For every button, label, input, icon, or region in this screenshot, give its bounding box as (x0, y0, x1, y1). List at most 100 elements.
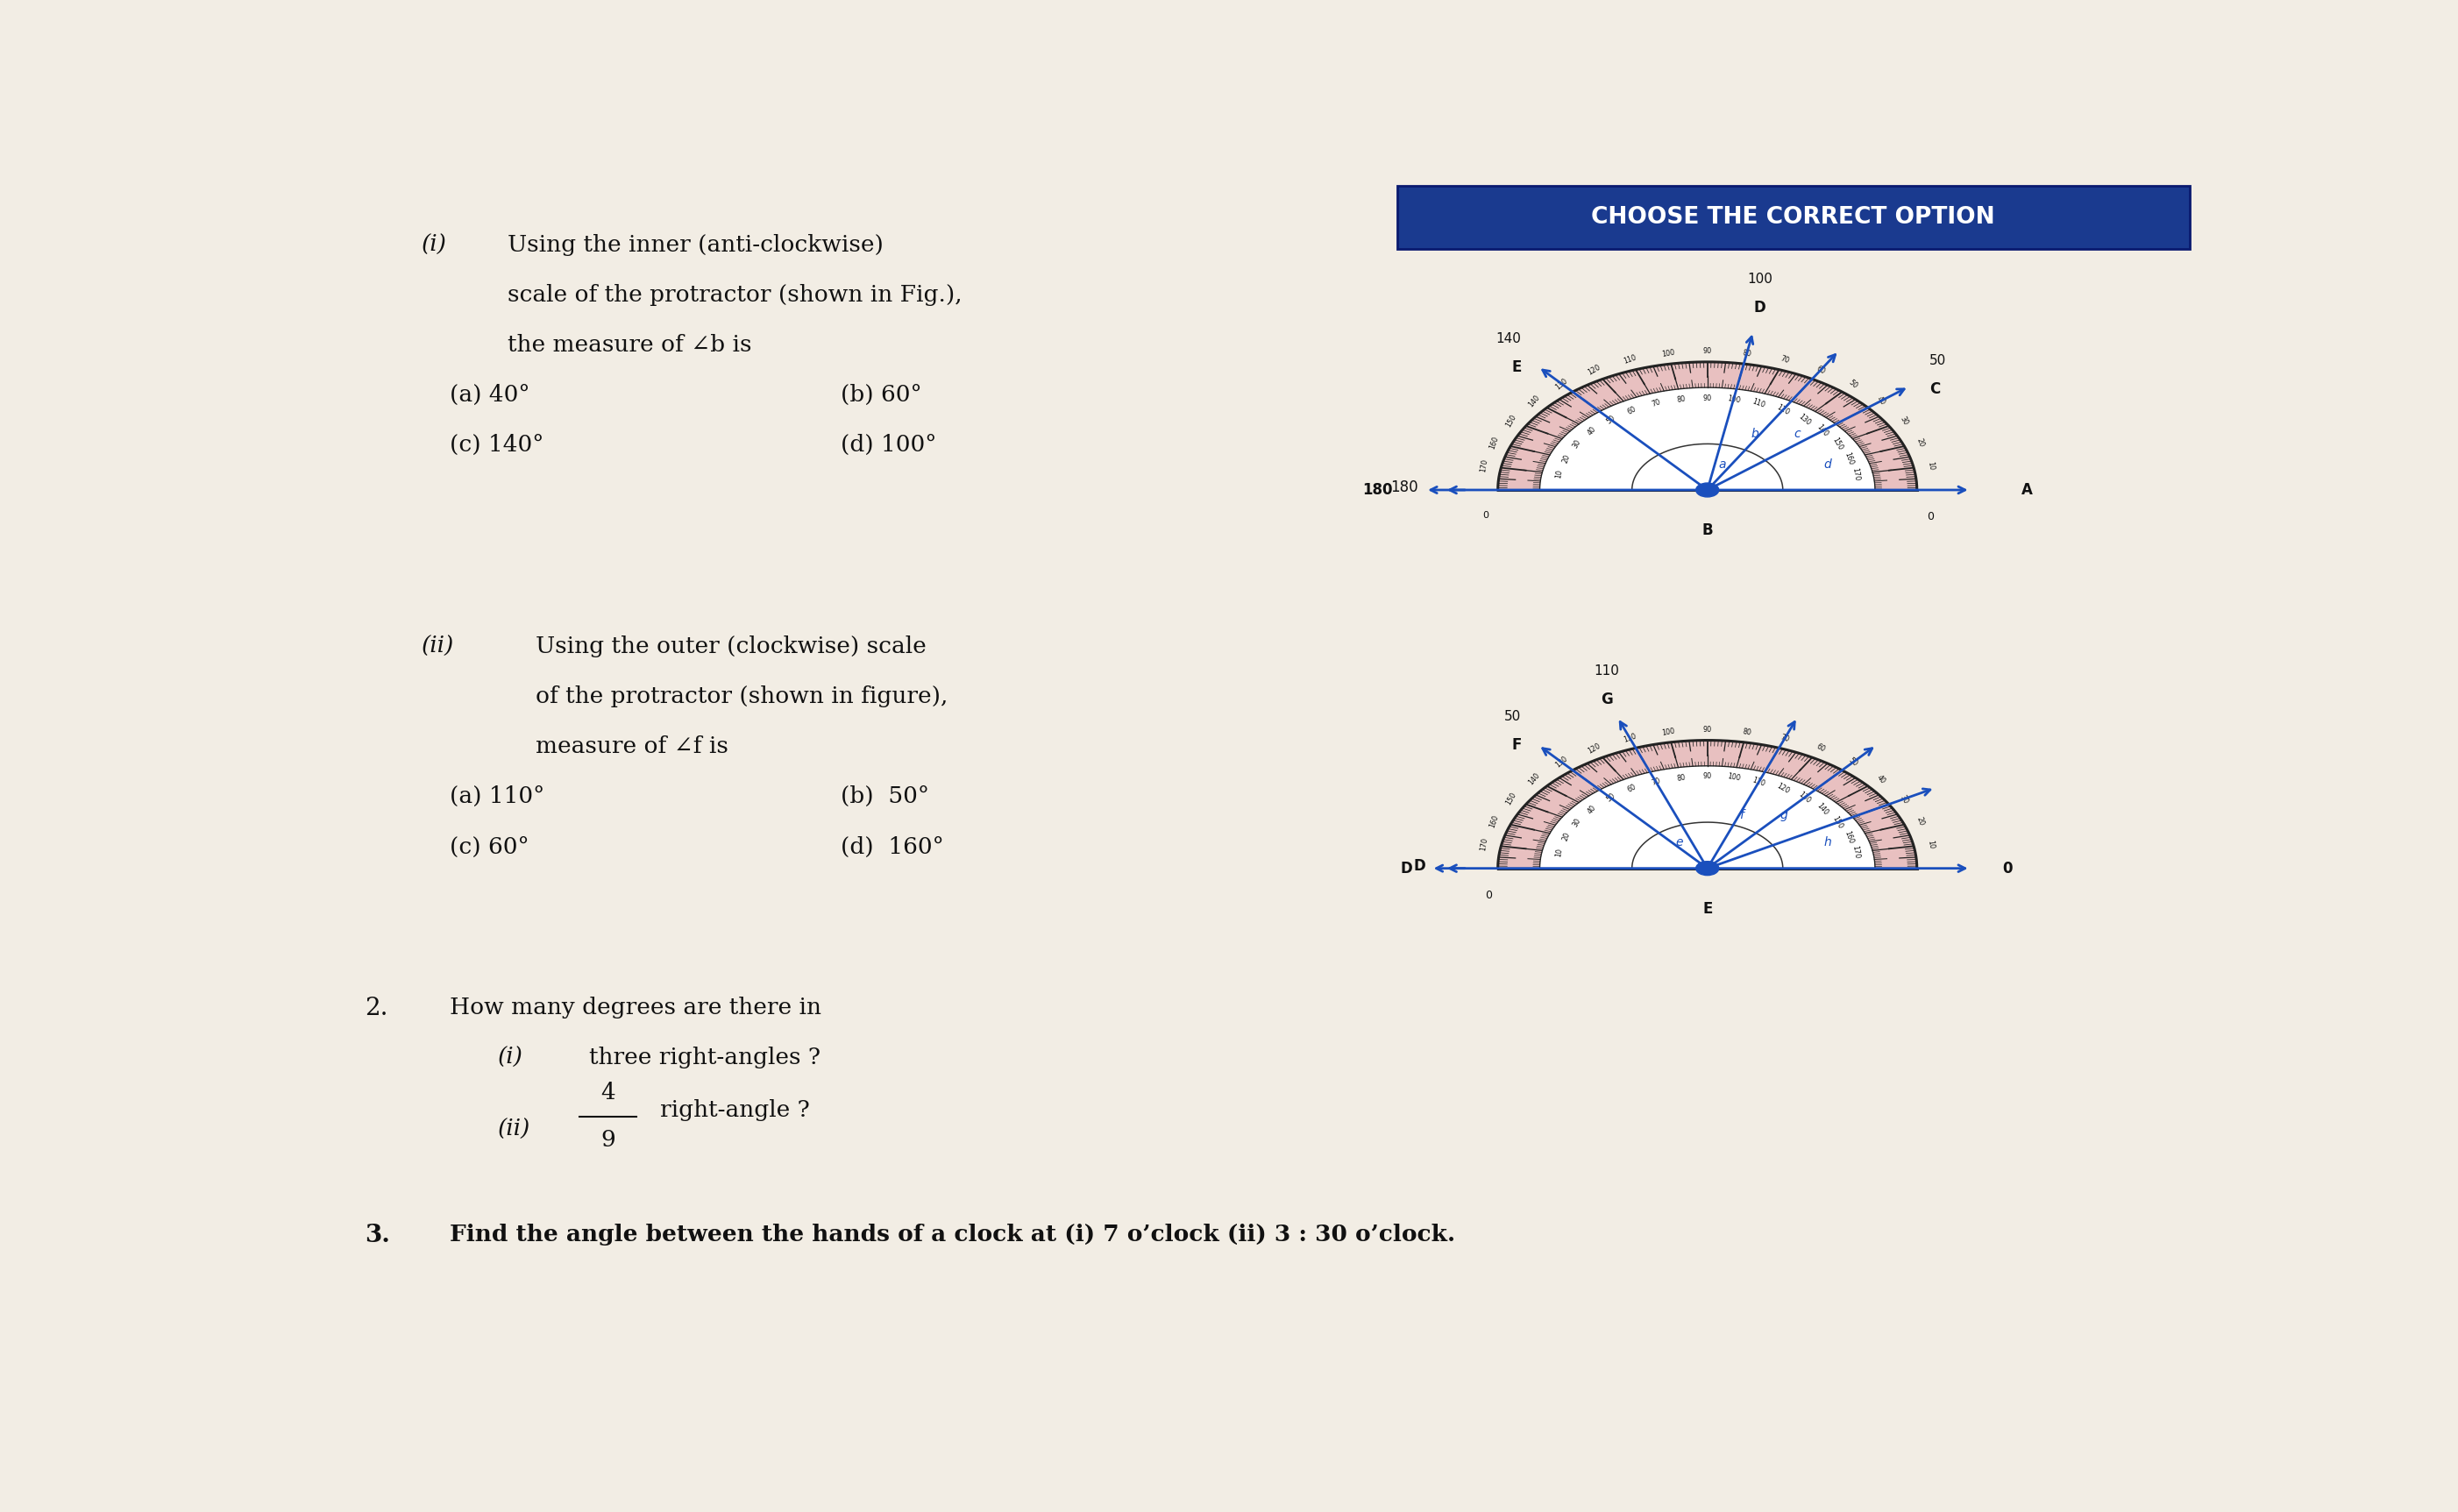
Text: 130: 130 (1553, 376, 1568, 392)
Text: (ii): (ii) (423, 635, 455, 658)
Text: 30: 30 (1571, 816, 1583, 829)
Text: B: B (1701, 523, 1713, 538)
Text: 50: 50 (1930, 354, 1947, 367)
Text: the measure of ∠b is: the measure of ∠b is (506, 334, 752, 355)
Text: 9: 9 (600, 1129, 614, 1151)
Text: (ii): (ii) (497, 1119, 531, 1140)
Text: 80: 80 (1743, 349, 1753, 358)
Text: 130: 130 (1797, 413, 1812, 426)
Text: E: E (1512, 358, 1522, 375)
FancyBboxPatch shape (1396, 186, 2190, 249)
Text: 140: 140 (1816, 423, 1829, 438)
Text: 170: 170 (1851, 845, 1861, 860)
Text: 170: 170 (1480, 838, 1490, 851)
Text: 20: 20 (1915, 437, 1925, 448)
Text: 140: 140 (1816, 801, 1829, 816)
Polygon shape (1497, 361, 1917, 490)
Text: F: F (1512, 738, 1522, 753)
Text: 50: 50 (1605, 414, 1617, 425)
Text: 180: 180 (1391, 479, 1418, 496)
Text: 30: 30 (1571, 438, 1583, 449)
Text: d: d (1824, 458, 1831, 470)
Text: 160: 160 (1844, 830, 1856, 844)
Text: 150: 150 (1504, 413, 1517, 428)
Text: 110: 110 (1753, 398, 1767, 410)
Text: (d)  160°: (d) 160° (841, 836, 944, 857)
Text: 3.: 3. (364, 1223, 391, 1247)
Text: 0: 0 (1927, 511, 1934, 522)
Text: 70: 70 (1780, 354, 1789, 364)
Text: 110: 110 (1622, 732, 1637, 744)
Text: 130: 130 (1797, 791, 1812, 804)
Text: 60: 60 (1814, 742, 1826, 754)
Text: 20: 20 (1915, 815, 1925, 827)
Text: 120: 120 (1585, 741, 1603, 754)
Text: G: G (1600, 692, 1612, 708)
Text: 160: 160 (1844, 451, 1856, 466)
Text: (b) 60°: (b) 60° (841, 384, 922, 405)
Text: 80: 80 (1743, 727, 1753, 736)
Text: (d) 100°: (d) 100° (841, 434, 936, 457)
Text: 30: 30 (1898, 414, 1910, 426)
Text: 60: 60 (1627, 783, 1637, 794)
Text: C: C (1930, 381, 1939, 396)
Text: 100: 100 (1726, 773, 1740, 783)
Text: 40: 40 (1875, 774, 1888, 785)
Text: scale of the protractor (shown in Fig.),: scale of the protractor (shown in Fig.), (506, 284, 961, 305)
Text: (i): (i) (497, 1046, 524, 1069)
Text: e: e (1674, 836, 1684, 848)
Text: (c) 60°: (c) 60° (450, 836, 528, 857)
Polygon shape (1632, 823, 1782, 868)
Text: 80: 80 (1676, 773, 1686, 782)
Text: CHOOSE THE CORRECT OPTION: CHOOSE THE CORRECT OPTION (1590, 206, 1996, 228)
Text: 80: 80 (1676, 395, 1686, 404)
Text: (a) 40°: (a) 40° (450, 384, 531, 405)
Text: 90: 90 (1703, 773, 1711, 780)
Text: 10: 10 (1553, 469, 1563, 479)
Text: h: h (1824, 836, 1831, 848)
Text: 10: 10 (1553, 847, 1563, 857)
Text: (i): (i) (423, 234, 447, 256)
Text: 110: 110 (1622, 354, 1637, 366)
Text: right-angle ?: right-angle ? (659, 1099, 809, 1122)
Text: 0: 0 (1482, 511, 1487, 520)
Text: f: f (1740, 809, 1743, 821)
Text: 140: 140 (1497, 333, 1522, 345)
Text: How many degrees are there in: How many degrees are there in (450, 996, 821, 1018)
Text: 40: 40 (1875, 395, 1888, 407)
Text: E: E (1703, 901, 1713, 916)
Text: 110: 110 (1593, 665, 1620, 677)
Text: 70: 70 (1780, 733, 1789, 744)
Text: 150: 150 (1504, 791, 1517, 807)
Text: of the protractor (shown in figure),: of the protractor (shown in figure), (536, 685, 949, 708)
Text: 90: 90 (1703, 395, 1711, 402)
Text: (c) 140°: (c) 140° (450, 434, 543, 457)
Text: 100: 100 (1662, 727, 1676, 736)
Text: Using the outer (clockwise) scale: Using the outer (clockwise) scale (536, 635, 927, 658)
Text: 160: 160 (1490, 435, 1499, 451)
Text: Find the angle between the hands of a clock at (i) 7 o’clock (ii) 3 : 30 o’clock: Find the angle between the hands of a cl… (450, 1223, 1455, 1246)
Text: 170: 170 (1480, 458, 1490, 473)
Text: 4: 4 (600, 1081, 614, 1104)
Text: D: D (1401, 860, 1411, 877)
Text: (a) 110°: (a) 110° (450, 786, 546, 807)
Text: 50: 50 (1504, 711, 1522, 723)
Text: 150: 150 (1831, 815, 1844, 830)
Text: three right-angles ?: three right-angles ? (590, 1046, 821, 1069)
Text: 150: 150 (1831, 437, 1844, 452)
Text: (b)  50°: (b) 50° (841, 786, 929, 807)
Text: 0: 0 (1485, 889, 1492, 901)
Text: 20: 20 (1561, 454, 1571, 464)
Text: 130: 130 (1553, 754, 1568, 770)
Text: D: D (1413, 859, 1426, 874)
Text: 120: 120 (1585, 363, 1603, 376)
Text: c: c (1794, 428, 1799, 440)
Text: g: g (1780, 809, 1787, 821)
Text: 40: 40 (1585, 803, 1598, 815)
Text: 60: 60 (1627, 405, 1637, 416)
Text: 110: 110 (1753, 776, 1767, 788)
Text: 140: 140 (1526, 393, 1541, 408)
Text: 90: 90 (1703, 726, 1711, 733)
Text: 170: 170 (1851, 467, 1861, 481)
Text: 30: 30 (1898, 794, 1910, 804)
